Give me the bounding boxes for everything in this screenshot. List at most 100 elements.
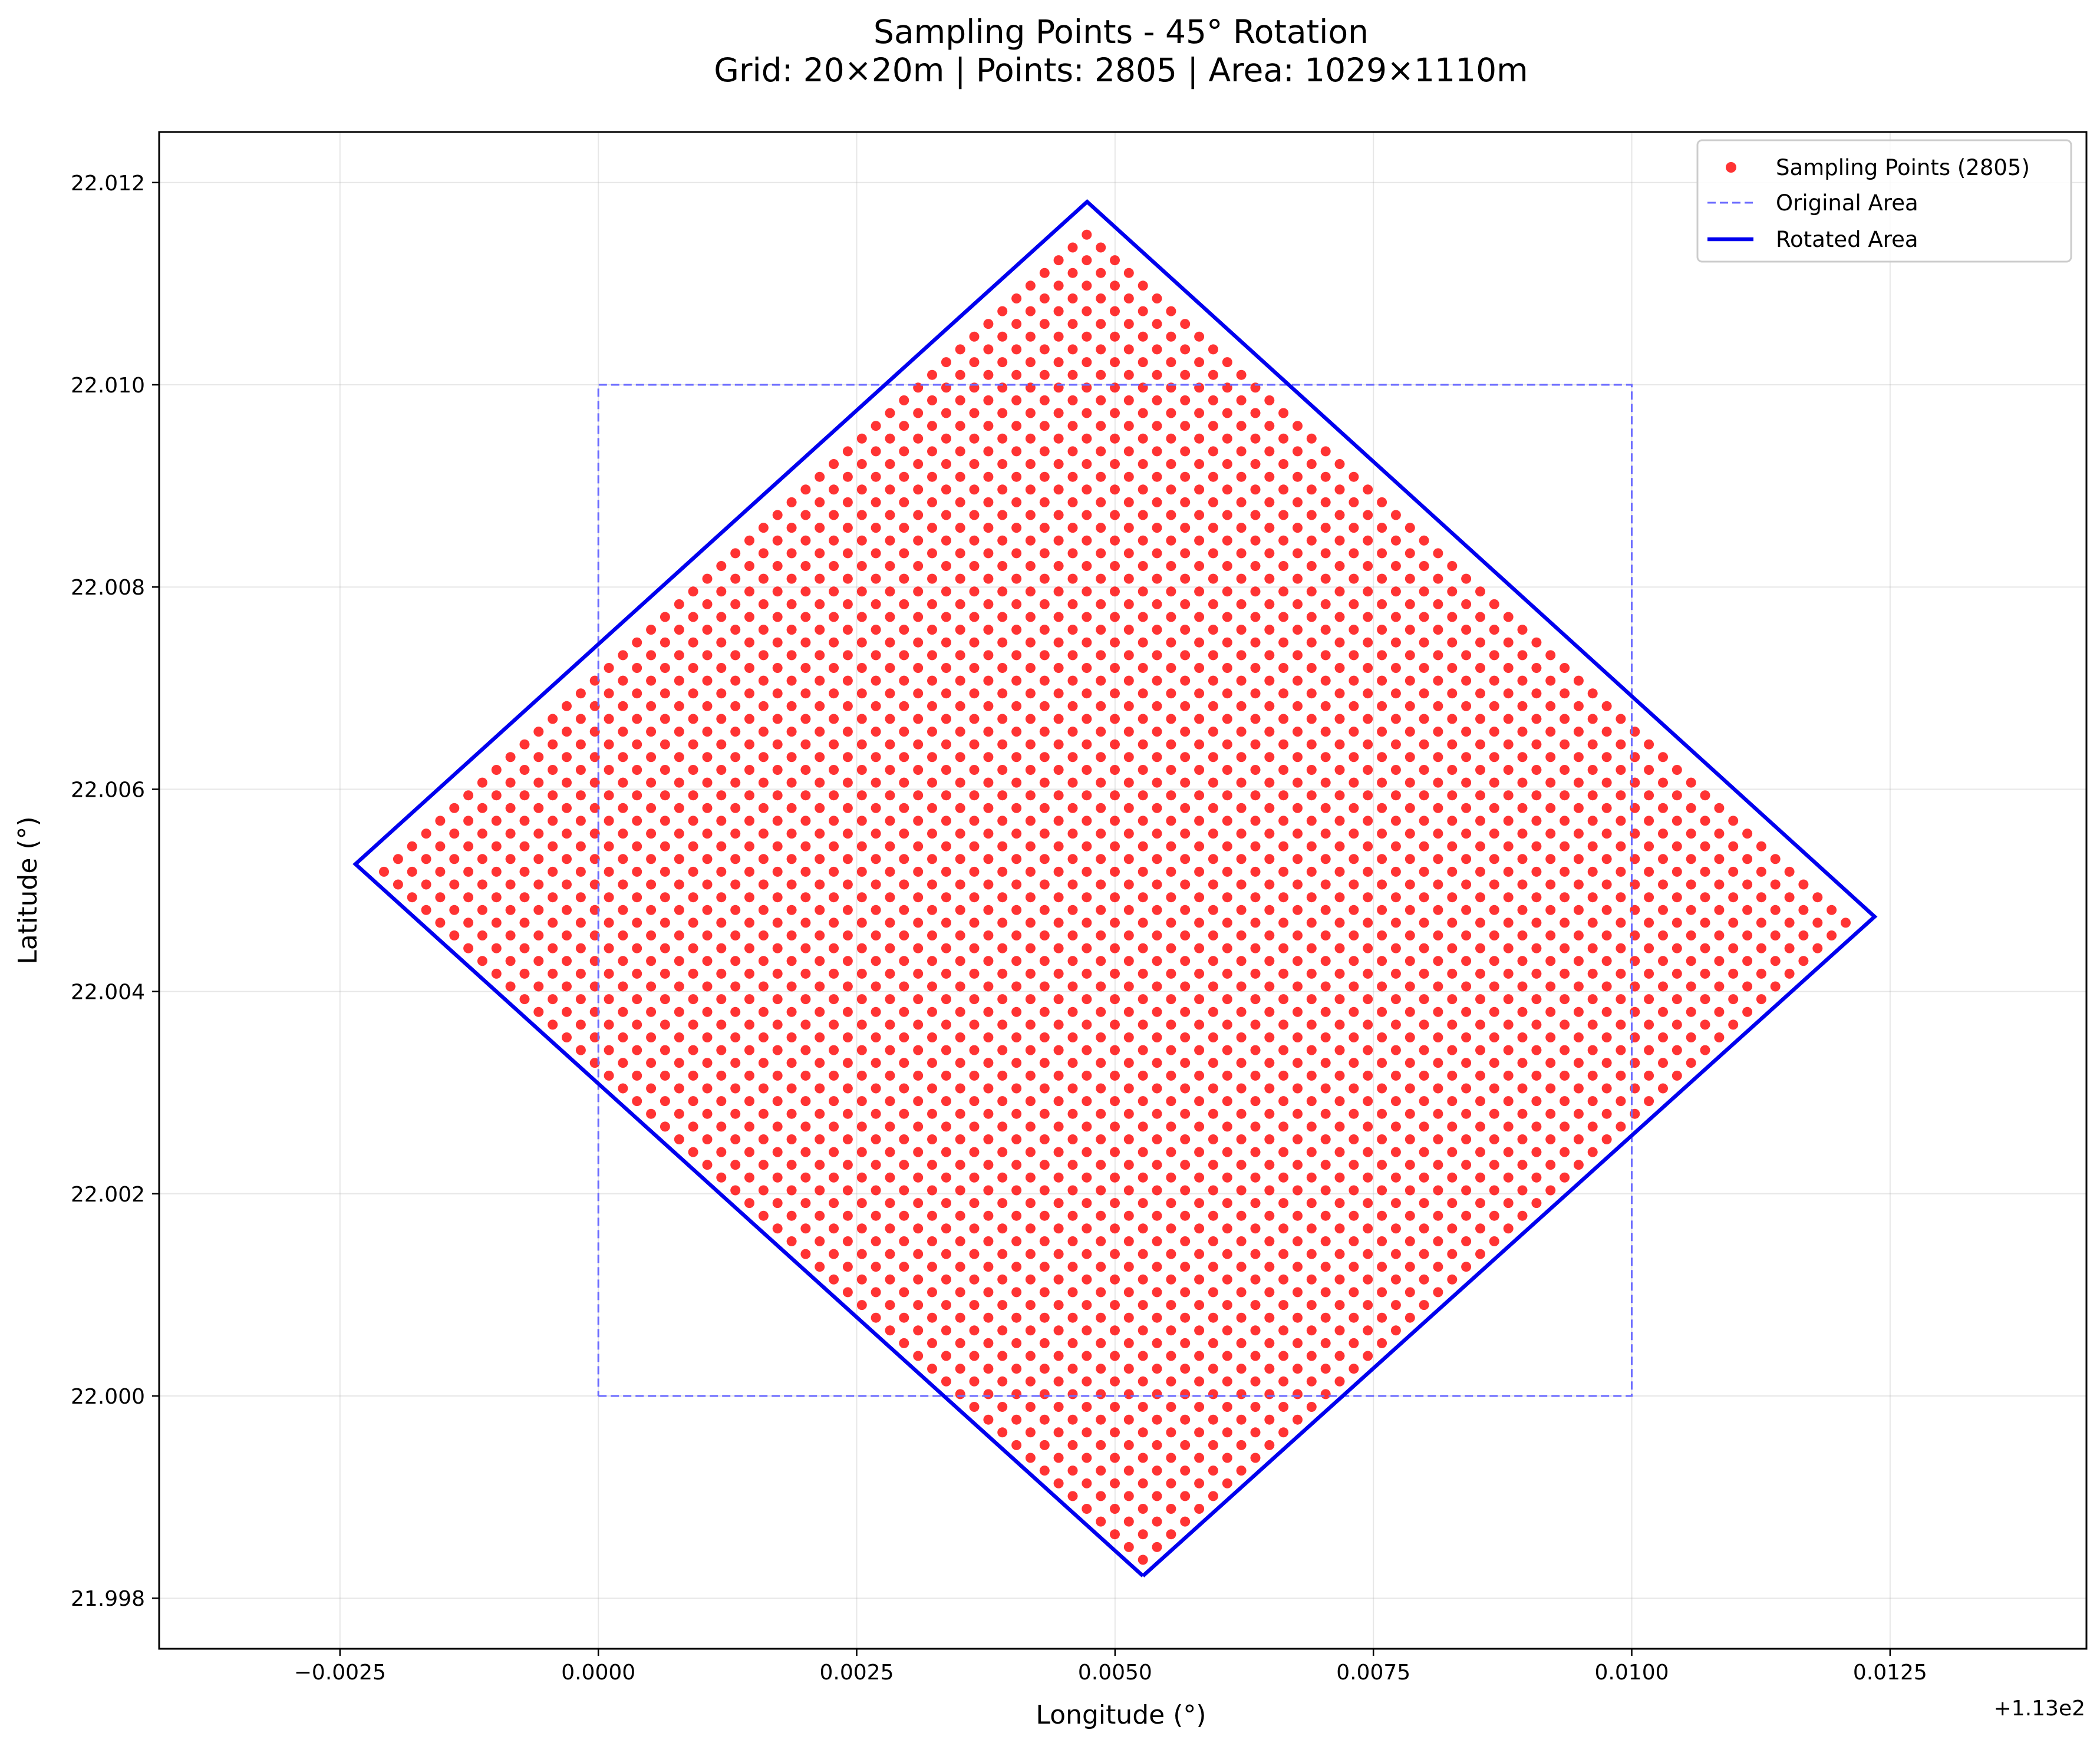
sampling-point (1334, 917, 1345, 928)
sampling-point (1489, 752, 1499, 763)
sampling-point (1742, 981, 1753, 992)
sampling-point (871, 879, 881, 890)
sampling-point (1025, 1070, 1036, 1081)
sampling-point (1025, 459, 1036, 469)
sampling-point (1194, 561, 1205, 571)
sampling-point (1138, 917, 1148, 928)
sampling-point (1166, 561, 1176, 571)
sampling-point (1320, 1287, 1331, 1298)
sampling-point (913, 1070, 924, 1081)
sampling-point (1433, 599, 1443, 609)
sampling-point (1264, 727, 1275, 737)
sampling-point (1278, 484, 1289, 495)
sampling-point (688, 790, 698, 801)
sampling-point (1025, 688, 1036, 699)
sampling-point (548, 714, 558, 724)
sampling-point (1293, 1312, 1303, 1323)
sampling-point (688, 586, 698, 597)
sampling-point (1278, 663, 1289, 673)
sampling-point (885, 816, 895, 826)
sampling-point (1573, 1134, 1584, 1144)
sampling-point (1461, 879, 1472, 890)
sampling-point (772, 1121, 783, 1132)
sampling-point (1798, 956, 1809, 966)
sampling-point (941, 637, 951, 648)
sampling-point (1123, 421, 1134, 431)
sampling-point (1405, 523, 1415, 533)
sampling-point (1096, 625, 1106, 635)
sampling-point (941, 1249, 951, 1259)
sampling-point (1082, 866, 1092, 877)
sampling-point (1293, 803, 1303, 813)
sampling-point (1123, 446, 1134, 457)
sampling-point (1306, 943, 1317, 953)
sampling-point (562, 981, 572, 992)
sampling-point (1461, 1236, 1472, 1246)
sampling-point (1067, 1108, 1078, 1119)
sampling-point (1433, 1287, 1443, 1298)
sampling-point (1742, 905, 1753, 915)
sampling-point (1123, 369, 1134, 380)
sampling-point (983, 573, 994, 584)
sampling-point (1250, 612, 1261, 622)
sampling-point (505, 930, 516, 940)
sampling-point (1644, 739, 1654, 750)
sampling-point (1180, 650, 1191, 661)
sampling-point (660, 816, 670, 826)
sampling-point (1531, 866, 1542, 877)
sampling-point (829, 1096, 839, 1107)
sampling-point (1517, 956, 1528, 966)
sampling-point (1377, 1160, 1387, 1170)
sampling-point (1152, 369, 1162, 380)
sampling-point (1208, 548, 1218, 559)
sampling-point (1390, 816, 1401, 826)
sampling-point (1377, 803, 1387, 813)
sampling-point (941, 1300, 951, 1311)
sampling-point (744, 535, 754, 546)
sampling-point (1236, 599, 1247, 609)
sampling-point (1025, 484, 1036, 495)
sampling-point (1334, 816, 1345, 826)
sampling-point (997, 1427, 1008, 1438)
sampling-point (1194, 484, 1205, 495)
sampling-point (1082, 816, 1092, 826)
sampling-point (997, 1274, 1008, 1285)
sampling-point (885, 688, 895, 699)
sampling-point (716, 739, 727, 750)
sampling-point (1138, 994, 1148, 1005)
sampling-point (1433, 752, 1443, 763)
sampling-point (1067, 879, 1078, 890)
sampling-point (1025, 586, 1036, 597)
sampling-point (1545, 905, 1556, 915)
sampling-point (1728, 816, 1739, 826)
sampling-point (1236, 1160, 1247, 1170)
sampling-point (1180, 956, 1191, 966)
sampling-point (1320, 981, 1331, 992)
sampling-point (1082, 1478, 1092, 1488)
sampling-point (688, 841, 698, 851)
sampling-point (829, 1223, 839, 1234)
sampling-point (1053, 790, 1064, 801)
sampling-point (1180, 905, 1191, 915)
sampling-point (1236, 1312, 1247, 1323)
sampling-point (1096, 471, 1106, 482)
sampling-point (969, 816, 980, 826)
sampling-point (1517, 752, 1528, 763)
sampling-point (927, 981, 937, 992)
sampling-point (1798, 879, 1809, 890)
sampling-point (1278, 739, 1289, 750)
sampling-point (1334, 994, 1345, 1005)
sampling-point (533, 854, 544, 864)
sampling-point (1644, 866, 1654, 877)
sampling-point (1152, 1466, 1162, 1476)
sampling-point (646, 1108, 657, 1119)
sampling-point (1152, 523, 1162, 533)
sampling-point (589, 956, 600, 966)
sampling-point (1293, 930, 1303, 940)
sampling-point (1138, 586, 1148, 597)
sampling-point (829, 790, 839, 801)
sampling-point (1166, 1504, 1176, 1514)
sampling-point (1264, 573, 1275, 584)
sampling-point (1236, 573, 1247, 584)
sampling-point (1419, 841, 1429, 851)
